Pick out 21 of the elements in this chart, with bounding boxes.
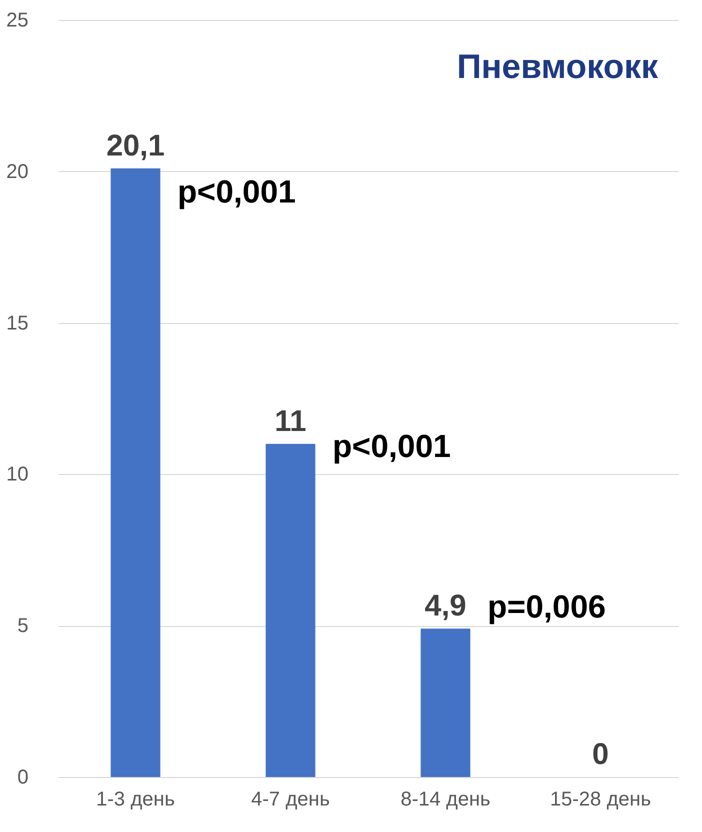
data-label: 20,1 bbox=[106, 129, 165, 162]
data-label: 11 bbox=[274, 404, 306, 438]
text: Пневмококк bbox=[456, 48, 659, 86]
bar bbox=[266, 444, 316, 777]
data-label: 0 bbox=[592, 738, 609, 771]
bar bbox=[420, 628, 470, 777]
x-tick-label: 4-7 день bbox=[251, 788, 330, 810]
x-tick-label: 8-14 день bbox=[400, 788, 490, 810]
x-tick-label: 15-28 день bbox=[550, 788, 651, 810]
y-tick-label: 0 bbox=[17, 766, 28, 788]
y-tick-label: 25 bbox=[6, 10, 28, 32]
data-label: 4,9 bbox=[424, 590, 466, 623]
y-tick-label: 15 bbox=[6, 312, 28, 334]
y-tick-label: 20 bbox=[6, 160, 28, 183]
annotation: p<0,001 bbox=[332, 428, 451, 464]
y-tick-label: 5 bbox=[17, 615, 28, 638]
bar bbox=[110, 168, 160, 777]
y-tick-label: 10 bbox=[6, 464, 28, 486]
annotation: p<0,001 bbox=[178, 173, 296, 210]
x-tick-label: 1-3 день bbox=[96, 788, 175, 810]
annotation: p=0,006 bbox=[488, 588, 606, 625]
